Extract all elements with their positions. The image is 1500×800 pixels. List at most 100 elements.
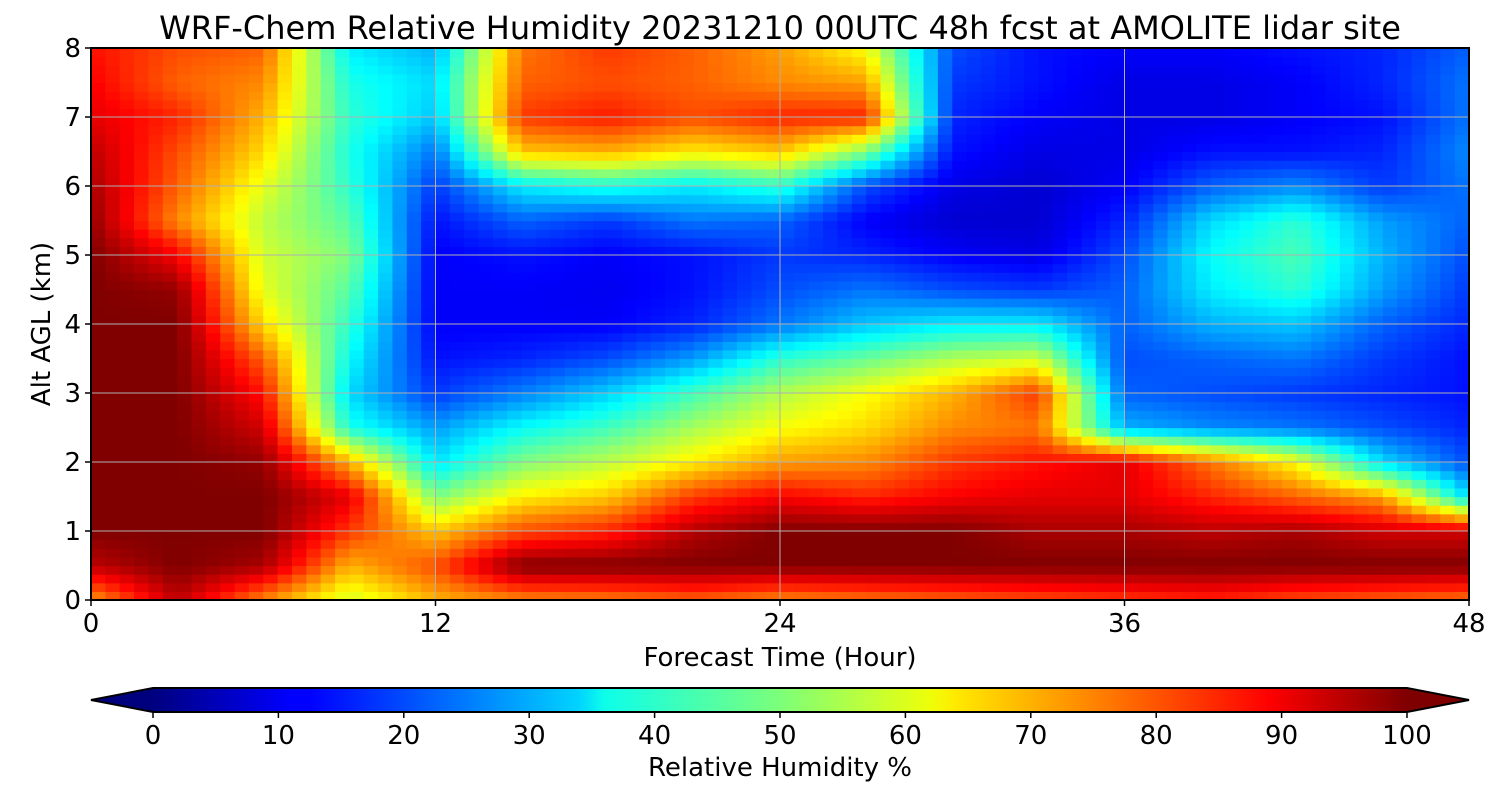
heatmap-cell xyxy=(134,349,150,360)
heatmap-cell xyxy=(449,160,465,170)
heatmap-cell xyxy=(435,513,451,523)
heatmap-cell xyxy=(1411,393,1427,403)
heatmap-cell xyxy=(665,151,681,161)
heatmap-cell xyxy=(148,513,164,523)
heatmap-cell xyxy=(823,220,839,230)
heatmap-cell xyxy=(751,548,767,558)
heatmap-cell xyxy=(1354,289,1370,299)
heatmap-cell xyxy=(1067,151,1083,161)
heatmap-cell xyxy=(1009,453,1025,463)
heatmap-cell xyxy=(406,186,422,196)
heatmap-cell xyxy=(119,151,135,161)
heatmap-cell xyxy=(693,505,709,515)
heatmap-cell xyxy=(564,539,580,549)
heatmap-cell xyxy=(248,160,264,170)
heatmap-cell xyxy=(1339,384,1355,394)
heatmap-cell xyxy=(1311,168,1327,178)
heatmap-cell xyxy=(579,306,594,316)
heatmap-cell xyxy=(449,324,465,334)
heatmap-cell xyxy=(335,298,350,308)
heatmap-cell xyxy=(1239,591,1255,600)
heatmap-cell xyxy=(1325,479,1341,489)
heatmap-cell xyxy=(263,496,279,506)
heatmap-cell xyxy=(449,522,465,532)
heatmap-cell xyxy=(736,289,752,299)
heatmap-cell xyxy=(435,263,451,273)
heatmap-cell xyxy=(909,289,925,299)
heatmap-cell xyxy=(1339,418,1355,429)
heatmap-cell xyxy=(1411,487,1427,498)
heatmap-cell xyxy=(823,522,839,532)
heatmap-cell xyxy=(823,298,839,308)
heatmap-cell xyxy=(980,565,996,575)
heatmap-cell xyxy=(148,401,164,411)
heatmap-cell xyxy=(1282,349,1298,360)
heatmap-cell xyxy=(1009,237,1025,247)
heatmap-cell xyxy=(1210,263,1226,273)
heatmap-cell xyxy=(363,496,379,506)
heatmap-cell xyxy=(105,151,121,161)
heatmap-cell xyxy=(1440,263,1456,273)
heatmap-cell xyxy=(521,358,537,368)
heatmap-cell xyxy=(1081,220,1097,230)
heatmap-cell xyxy=(435,341,451,351)
heatmap-cell xyxy=(1038,306,1054,316)
heatmap-cell xyxy=(995,427,1011,437)
heatmap-cell xyxy=(909,479,925,489)
heatmap-cell xyxy=(1038,375,1054,385)
heatmap-cell xyxy=(665,375,681,385)
heatmap-cell xyxy=(650,513,666,523)
heatmap-cell xyxy=(751,539,767,549)
heatmap-cell xyxy=(722,289,738,299)
heatmap-cell xyxy=(91,324,106,334)
heatmap-cell xyxy=(162,177,178,187)
heatmap-cell xyxy=(1354,177,1370,187)
heatmap-cell xyxy=(535,418,551,429)
heatmap-cell xyxy=(751,505,767,515)
heatmap-cell xyxy=(693,203,709,213)
heatmap-cell xyxy=(1009,324,1025,334)
heatmap-cell xyxy=(105,246,121,256)
heatmap-cell xyxy=(306,384,322,394)
heatmap-cell xyxy=(636,487,652,498)
heatmap-cell xyxy=(507,418,523,429)
heatmap-cell xyxy=(937,531,953,541)
heatmap-cell xyxy=(464,505,480,515)
heatmap-cell xyxy=(392,289,408,299)
heatmap-cell xyxy=(1153,444,1169,454)
heatmap-cell xyxy=(1296,401,1312,411)
heatmap-cell xyxy=(349,315,365,325)
heatmap-cell xyxy=(607,315,623,325)
heatmap-cell xyxy=(1024,505,1039,515)
heatmap-cell xyxy=(91,186,106,196)
heatmap-cell xyxy=(234,289,250,299)
heatmap-cell xyxy=(1325,436,1341,446)
heatmap-cell xyxy=(205,539,221,549)
heatmap-cell xyxy=(1397,220,1413,230)
heatmap-cell xyxy=(866,462,882,472)
heatmap-cell xyxy=(751,453,767,463)
heatmap-cell xyxy=(492,531,508,541)
heatmap-cell xyxy=(378,444,394,454)
heatmap-cell xyxy=(449,548,465,558)
heatmap-cell xyxy=(1052,263,1068,273)
heatmap-cell xyxy=(1325,160,1341,170)
heatmap-cell xyxy=(191,453,207,463)
heatmap-cell xyxy=(263,444,279,454)
heatmap-cell xyxy=(622,418,638,429)
heatmap-cell xyxy=(464,591,480,600)
heatmap-cell xyxy=(507,384,523,394)
heatmap-cell xyxy=(148,186,164,196)
heatmap-cell xyxy=(191,186,207,196)
heatmap-cell xyxy=(492,479,508,489)
heatmap-cell xyxy=(392,151,408,161)
heatmap-cell xyxy=(952,151,968,161)
heatmap-cell xyxy=(1038,531,1054,541)
heatmap-cell xyxy=(148,177,164,187)
heatmap-cell xyxy=(722,591,738,600)
heatmap-cell xyxy=(1210,229,1226,239)
heatmap-cell xyxy=(521,384,537,394)
heatmap-cell xyxy=(1368,479,1384,489)
heatmap-cell xyxy=(851,341,867,351)
heatmap-cell xyxy=(808,272,824,282)
